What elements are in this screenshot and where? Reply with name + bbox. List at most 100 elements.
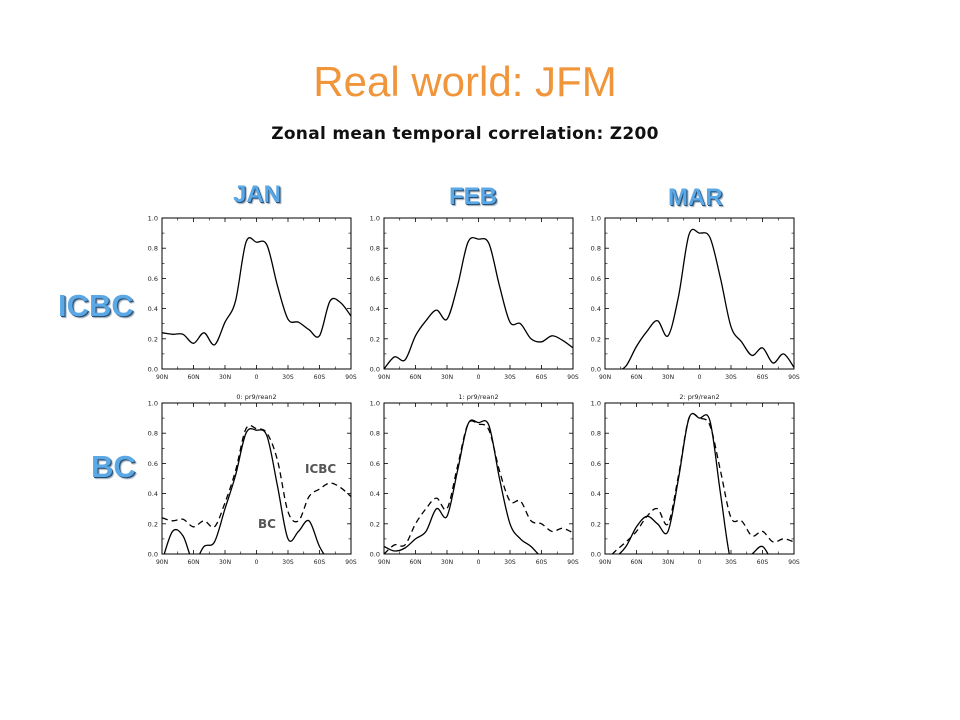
x-tick-label-bc-mar: 90N (599, 559, 611, 566)
x-tick-label-icbc-mar: 30N (662, 374, 674, 381)
x-tick-label-icbc-jan: 30S (282, 374, 294, 381)
series-line-dashed-bc-feb (384, 420, 573, 554)
y-tick-label-bc-mar: 0.2 (591, 520, 601, 528)
y-tick-label-bc-jan: 0.8 (148, 430, 158, 438)
x-tick-label-icbc-jan: 30N (219, 374, 231, 381)
series-line-solid-icbc-feb (384, 237, 573, 369)
y-tick-label-icbc-feb: 0.0 (370, 366, 380, 374)
x-tick-label-icbc-mar: 90N (599, 374, 611, 381)
y-tick-label-bc-feb: 0.2 (370, 520, 380, 528)
y-tick-label-icbc-mar: 0.8 (591, 245, 601, 253)
x-tick-label-icbc-mar: 60S (757, 374, 769, 381)
x-tick-label-icbc-mar: 0 (698, 374, 702, 381)
y-tick-label-icbc-feb: 0.4 (370, 305, 380, 313)
x-tick-label-icbc-jan: 60N (187, 374, 199, 381)
x-tick-label-icbc-feb: 60S (536, 374, 548, 381)
x-tick-label-icbc-feb: 0 (477, 374, 481, 381)
y-tick-label-icbc-jan: 1.0 (148, 215, 158, 223)
x-tick-label-icbc-mar: 90S (788, 374, 800, 381)
x-tick-label-icbc-feb: 30S (504, 374, 516, 381)
panel-frame-icbc-feb (383, 217, 574, 370)
y-tick-label-icbc-feb: 0.8 (370, 245, 380, 253)
x-tick-label-bc-jan: 90S (345, 559, 357, 566)
x-tick-label-icbc-feb: 60N (409, 374, 421, 381)
x-tick-label-bc-jan: 30N (219, 559, 231, 566)
y-tick-label-icbc-jan: 0.8 (148, 245, 158, 253)
panel-label-bc-feb: 1: pr9/rean2 (458, 393, 498, 401)
x-tick-label-bc-feb: 30S (504, 559, 516, 566)
x-tick-label-bc-jan: 0 (255, 559, 259, 566)
x-tick-label-bc-feb: 60N (409, 559, 421, 566)
y-tick-label-bc-jan: 0.4 (148, 490, 158, 498)
panel-label-bc-mar: 2: pr9/rean2 (679, 393, 719, 401)
y-tick-label-bc-feb: 1.0 (370, 400, 380, 408)
y-tick-label-icbc-jan: 0.4 (148, 305, 158, 313)
series-line-solid-bc-mar (618, 412, 769, 554)
y-tick-label-icbc-feb: 0.6 (370, 275, 380, 283)
column-label-feb: FEB (449, 183, 497, 210)
y-tick-label-icbc-mar: 0.2 (591, 335, 601, 343)
x-tick-label-icbc-feb: 30N (441, 374, 453, 381)
x-tick-label-icbc-jan: 0 (255, 374, 259, 381)
x-tick-label-bc-feb: 30N (441, 559, 453, 566)
x-tick-label-bc-mar: 90S (788, 559, 800, 566)
y-tick-label-icbc-feb: 0.2 (370, 335, 380, 343)
y-tick-label-bc-mar: 0.0 (591, 551, 601, 559)
row-label-bc: BC (91, 449, 136, 484)
annotation-icbc: ICBC (305, 462, 337, 476)
y-tick-label-bc-feb: 0.0 (370, 551, 380, 559)
y-tick-label-bc-jan: 1.0 (148, 400, 158, 408)
series-line-dashed-bc-mar (611, 412, 794, 554)
panel-frame-icbc-mar (604, 217, 795, 370)
x-tick-label-bc-mar: 30N (662, 559, 674, 566)
x-tick-label-icbc-jan: 90S (345, 374, 357, 381)
x-tick-label-bc-mar: 30S (725, 559, 737, 566)
x-tick-label-bc-jan: 90N (156, 559, 168, 566)
y-tick-label-bc-mar: 0.8 (591, 430, 601, 438)
series-line-solid-icbc-jan (162, 237, 351, 346)
row-label-icbc: ICBC (58, 288, 134, 323)
x-tick-label-bc-feb: 60S (536, 559, 548, 566)
column-label-jan: JAN (233, 181, 282, 208)
x-tick-label-bc-jan: 30S (282, 559, 294, 566)
annotation-bc: BC (258, 517, 276, 531)
x-tick-label-bc-feb: 90N (378, 559, 390, 566)
y-tick-label-bc-jan: 0.0 (148, 551, 158, 559)
y-tick-label-bc-mar: 0.6 (591, 460, 601, 468)
x-tick-label-icbc-feb: 90S (567, 374, 579, 381)
column-label-mar: MAR (668, 184, 723, 211)
x-tick-label-bc-jan: 60S (314, 559, 326, 566)
x-tick-label-icbc-feb: 90N (378, 374, 390, 381)
series-line-solid-bc-jan (163, 428, 325, 554)
y-tick-label-icbc-feb: 1.0 (370, 215, 380, 223)
panel-label-bc-jan: 0: pr9/rean2 (236, 393, 276, 401)
x-tick-label-icbc-jan: 90N (156, 374, 168, 381)
panel-frame-bc-jan (161, 402, 352, 555)
y-tick-label-icbc-mar: 1.0 (591, 215, 601, 223)
series-line-dashed-bc-jan (162, 424, 351, 529)
y-tick-label-bc-mar: 0.4 (591, 490, 601, 498)
x-tick-label-icbc-mar: 30S (725, 374, 737, 381)
y-tick-label-bc-jan: 0.2 (148, 520, 158, 528)
x-tick-label-icbc-mar: 60N (630, 374, 642, 381)
y-tick-label-icbc-mar: 0.4 (591, 305, 601, 313)
y-tick-label-icbc-mar: 0.0 (591, 366, 601, 374)
chart-subtitle: Zonal mean temporal correlation: Z200 (271, 124, 659, 144)
series-line-solid-bc-feb (384, 419, 540, 554)
y-tick-label-bc-mar: 1.0 (591, 400, 601, 408)
y-tick-label-icbc-jan: 0.6 (148, 275, 158, 283)
y-tick-label-bc-feb: 0.6 (370, 460, 380, 468)
y-tick-label-bc-feb: 0.8 (370, 430, 380, 438)
x-tick-label-bc-mar: 0 (698, 559, 702, 566)
x-tick-label-bc-feb: 0 (477, 559, 481, 566)
y-tick-label-icbc-jan: 0.0 (148, 366, 158, 374)
x-tick-label-bc-mar: 60N (630, 559, 642, 566)
y-tick-label-bc-feb: 0.4 (370, 490, 380, 498)
y-tick-label-bc-jan: 0.6 (148, 460, 158, 468)
panel-frame-icbc-jan (161, 217, 352, 370)
x-tick-label-icbc-jan: 60S (314, 374, 326, 381)
chart-title: Real world: JFM (313, 58, 617, 105)
x-tick-label-bc-feb: 90S (567, 559, 579, 566)
x-tick-label-bc-mar: 60S (757, 559, 769, 566)
